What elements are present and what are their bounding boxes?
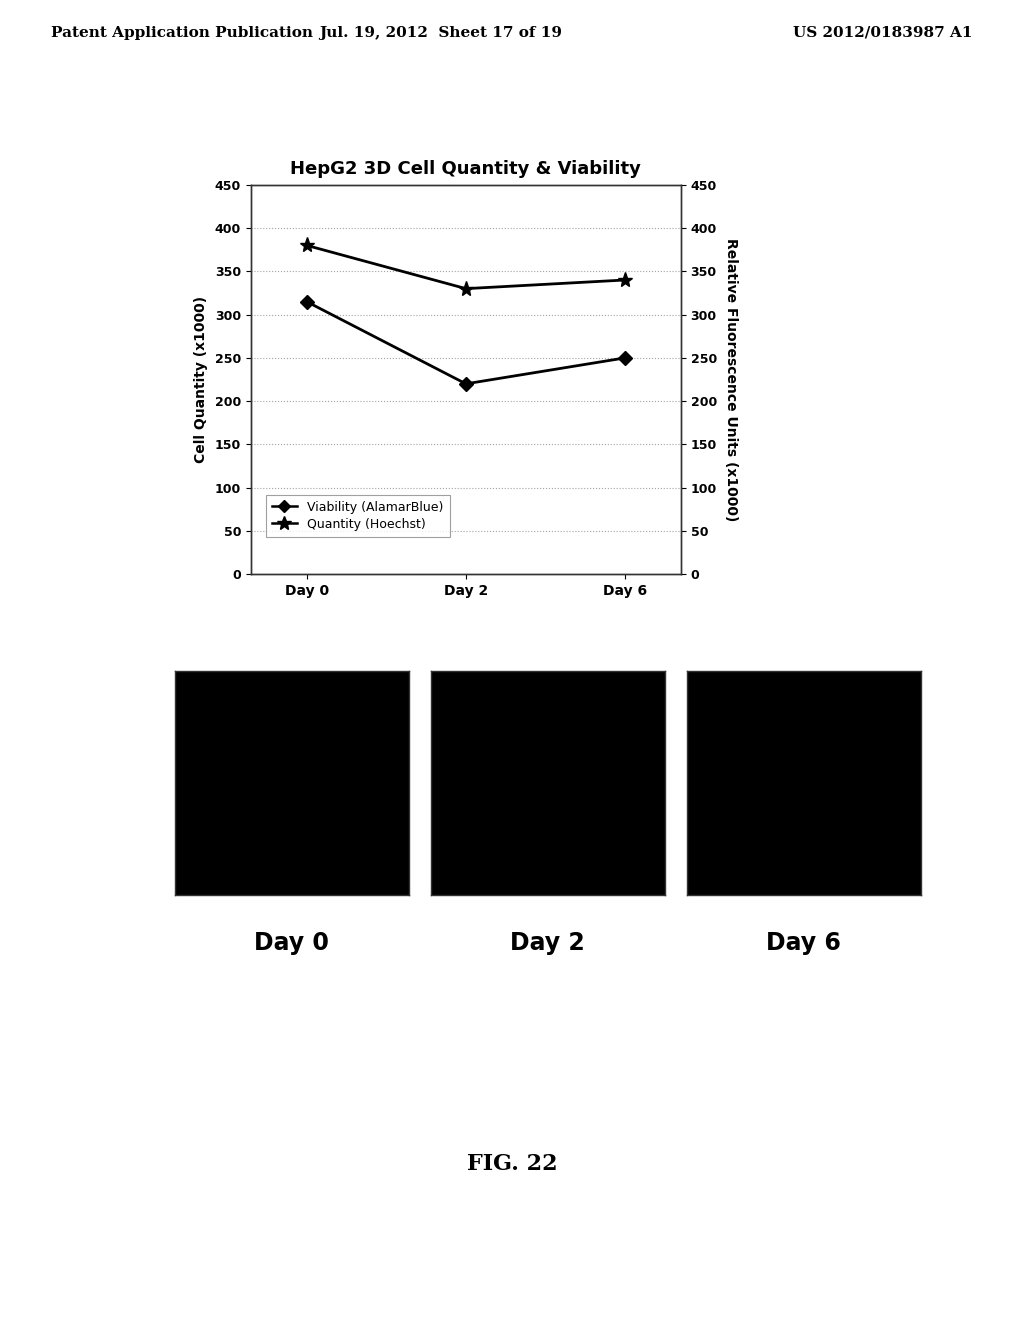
Text: Day 2: Day 2 (511, 931, 585, 954)
Text: FIG. 22: FIG. 22 (467, 1154, 557, 1175)
Y-axis label: Cell Quantity (x1000): Cell Quantity (x1000) (194, 296, 208, 463)
Text: Day 6: Day 6 (766, 931, 842, 954)
Text: Patent Application Publication: Patent Application Publication (51, 26, 313, 40)
Y-axis label: Relative Fluorescence Units (x1000): Relative Fluorescence Units (x1000) (724, 238, 738, 521)
Quantity (Hoechst) (460, 281, 472, 297)
Viability (AlamarBlue) (620, 350, 632, 366)
Quantity (Hoechst) (300, 238, 312, 253)
Viability (AlamarBlue) (300, 294, 312, 310)
Legend: Viability (AlamarBlue), Quantity (Hoechst): Viability (AlamarBlue), Quantity (Hoechs… (266, 495, 450, 537)
Line: Viability (AlamarBlue): Viability (AlamarBlue) (302, 297, 630, 388)
Text: Jul. 19, 2012  Sheet 17 of 19: Jul. 19, 2012 Sheet 17 of 19 (318, 26, 562, 40)
Title: HepG2 3D Cell Quantity & Viability: HepG2 3D Cell Quantity & Viability (291, 160, 641, 178)
Text: Day 0: Day 0 (254, 931, 330, 954)
Text: US 2012/0183987 A1: US 2012/0183987 A1 (794, 26, 973, 40)
Quantity (Hoechst) (620, 272, 632, 288)
Viability (AlamarBlue) (460, 376, 472, 392)
Line: Quantity (Hoechst): Quantity (Hoechst) (299, 238, 633, 296)
